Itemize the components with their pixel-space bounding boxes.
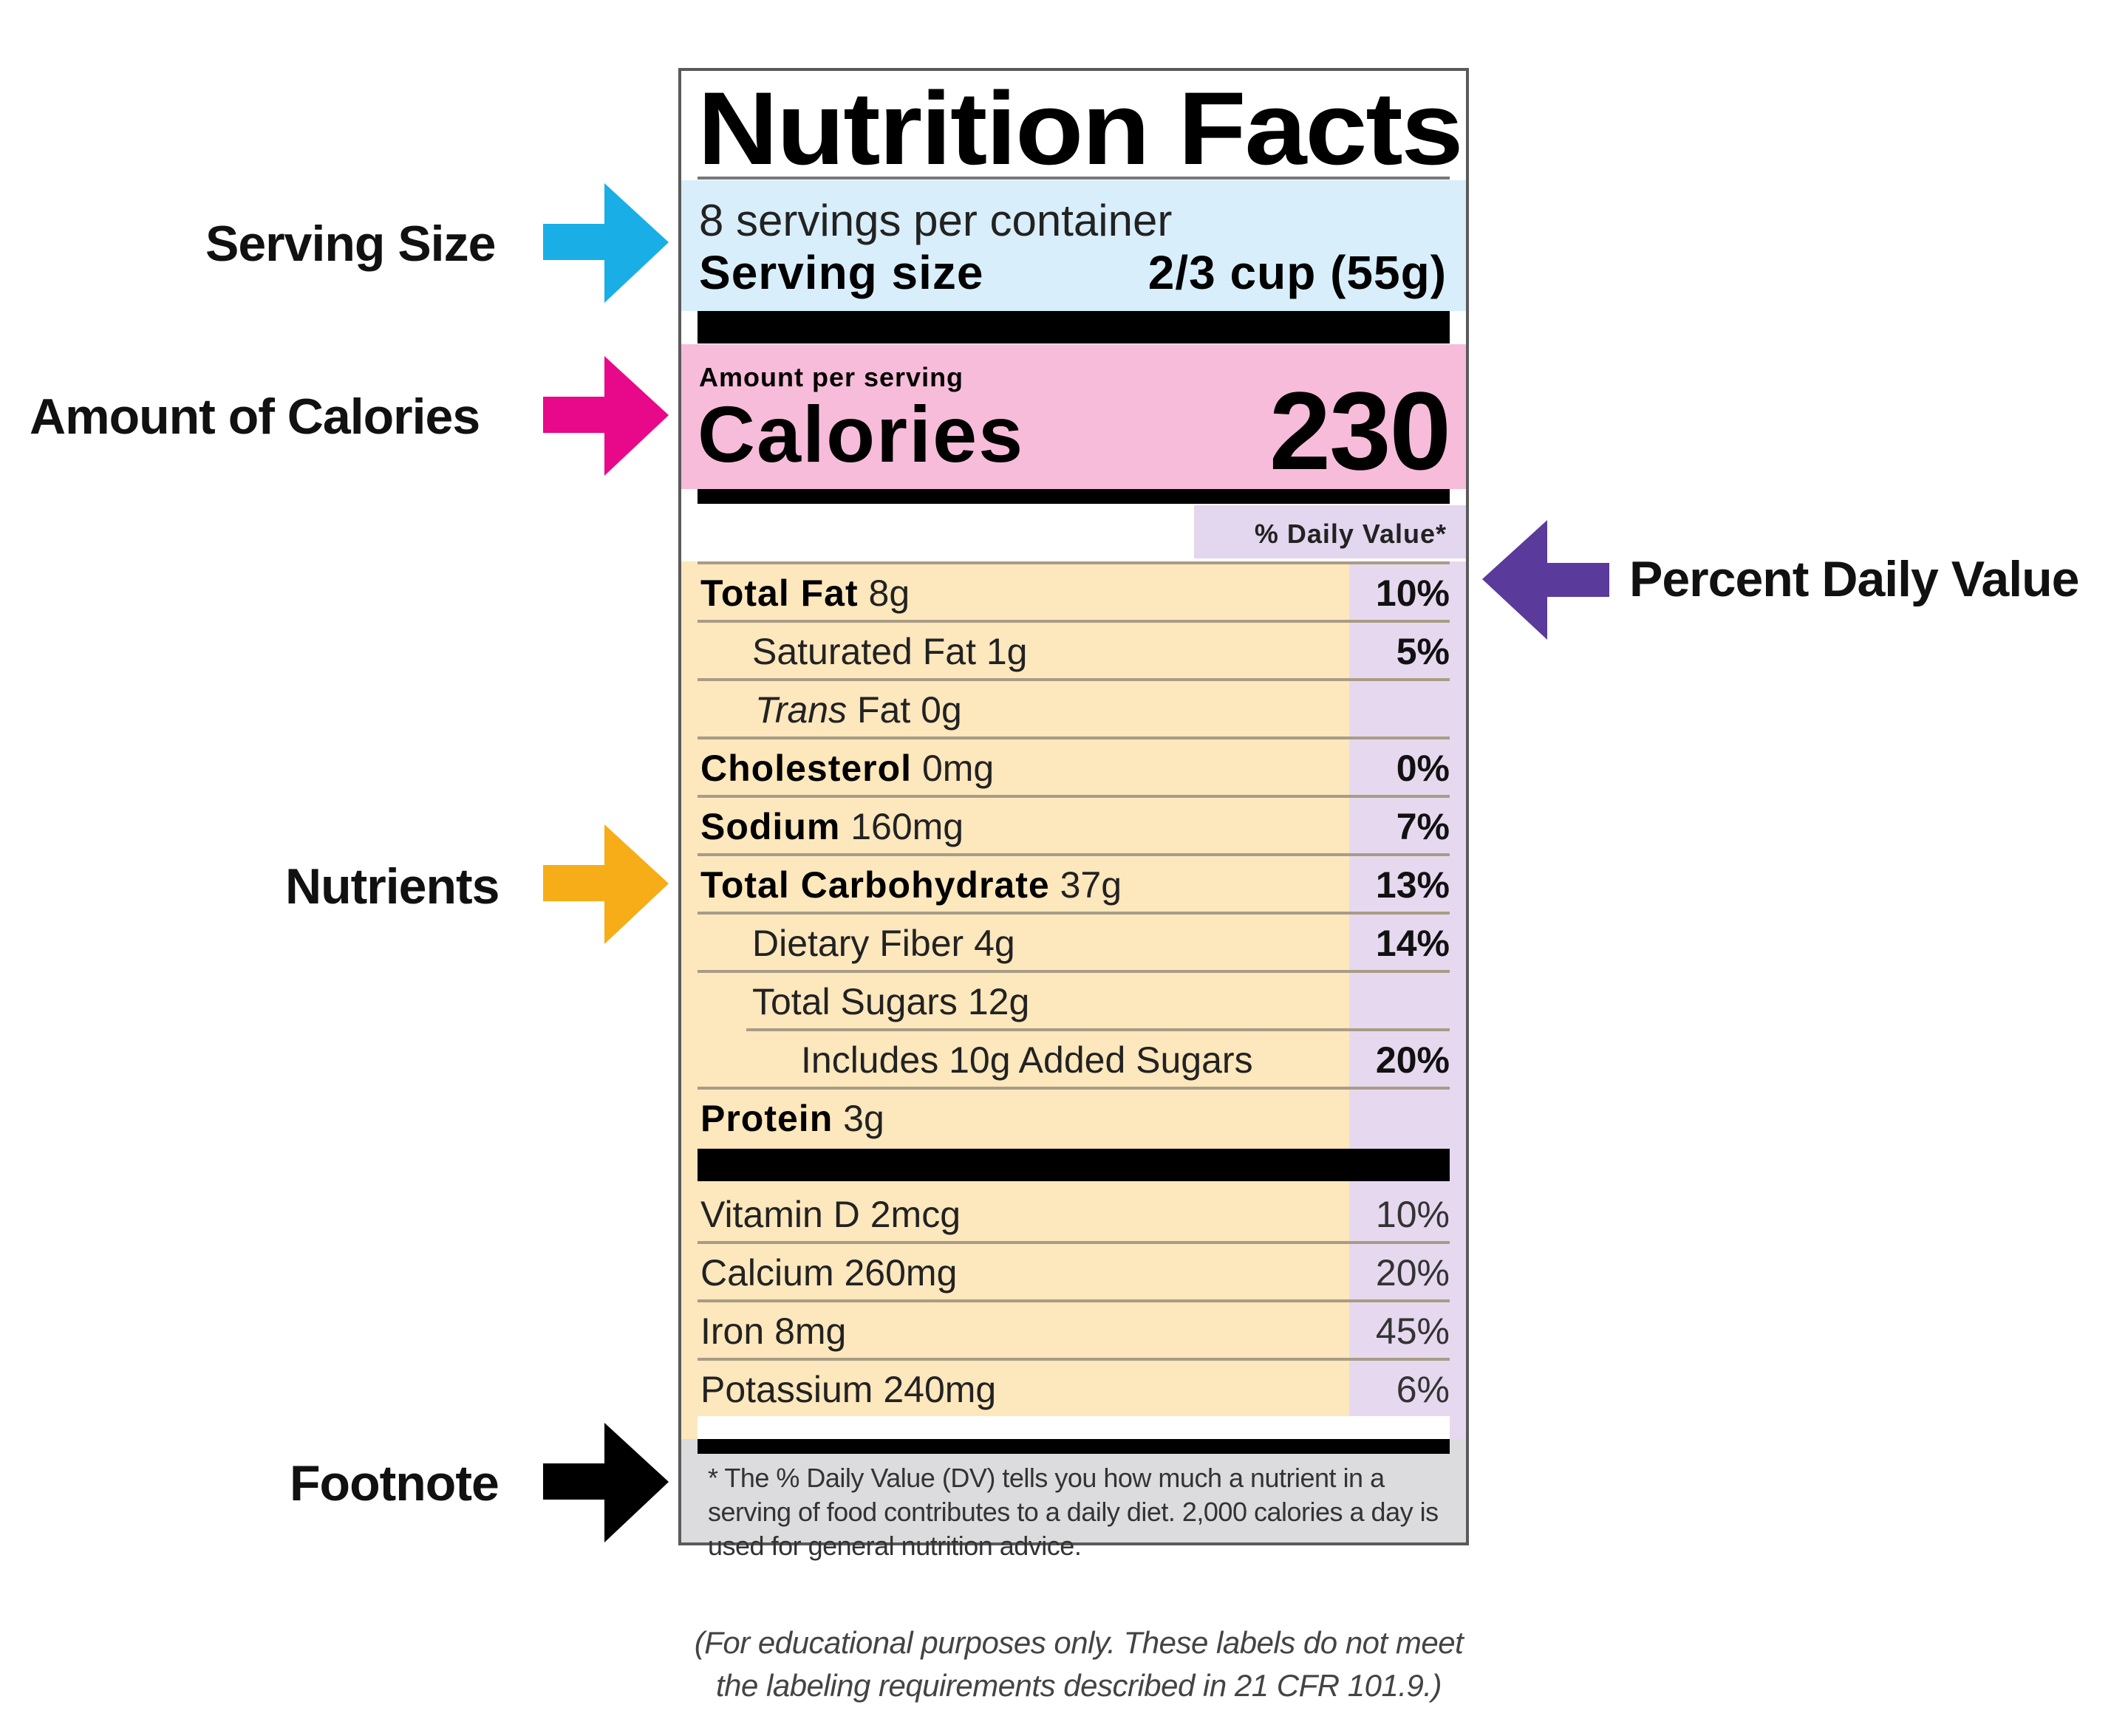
nutrient-dv: 5% (1396, 631, 1450, 672)
vitamin-row-iron: Iron 8mg 45% (681, 1299, 1466, 1358)
serving-size-value: 2/3 cup (55g) (1147, 246, 1447, 299)
nutrient-dv: 7% (1396, 806, 1450, 847)
nutrient-row-total-fat: Total Fat 8g 10% (681, 561, 1466, 620)
arrow-right-icon (543, 183, 669, 303)
vitamin-dv: 20% (1375, 1252, 1450, 1294)
vitamin-row-potassium: Potassium 240mg 6% (681, 1358, 1466, 1416)
nutrition-facts-label: Nutrition Facts 8 servings per container… (678, 68, 1469, 1561)
callout-percent-daily-value: Percent Daily Value (1629, 551, 2079, 607)
serving-size-label: Serving size (699, 246, 984, 299)
callout-serving-size: Serving Size (205, 216, 496, 272)
nutrient-band-edge (681, 561, 698, 1439)
vitamin-row-calcium: Calcium 260mg 20% (681, 1241, 1466, 1299)
calories-section: Amount per serving Calories 230 (681, 344, 1466, 489)
nutrient-row-added-sugars: Includes 10g Added Sugars 20% (681, 1028, 1466, 1087)
servings-per-container: 8 servings per container (699, 196, 1173, 245)
nutrient-row-sodium: Sodium 160mg 7% (681, 795, 1466, 853)
nutrient-dv: 10% (1375, 573, 1450, 614)
vitamin-name: Vitamin D 2mcg (700, 1194, 961, 1235)
arrow-right-icon (543, 1423, 669, 1542)
serving-section: 8 servings per container Serving size 2/… (681, 180, 1466, 311)
nutrient-dv: 20% (1375, 1039, 1450, 1081)
arrow-left-icon (1482, 520, 1609, 640)
thick-divider (698, 311, 1450, 344)
vitamin-name: Iron 8mg (700, 1310, 847, 1352)
vitamin-name: Calcium 260mg (700, 1252, 958, 1294)
dv-header-text: % Daily Value* (1254, 519, 1447, 549)
medium-divider (698, 1439, 1450, 1454)
disclaimer-line-2: the labeling requirements described in 2… (715, 1668, 1442, 1703)
vitamin-divider-wrap (681, 1149, 1466, 1183)
divider (698, 177, 1450, 180)
nutrient-dv: 14% (1375, 923, 1450, 964)
nutrient-name: Trans Fat 0g (755, 689, 962, 731)
nutrient-name: Protein 3g (700, 1098, 884, 1139)
vitamin-dv: 10% (1375, 1194, 1450, 1235)
footnote-section: * The % Daily Value (DV) tells you how m… (681, 1439, 1466, 1561)
nutrient-name: Saturated Fat 1g (752, 631, 1028, 672)
nutrient-row-trans-fat: Trans Fat 0g (681, 678, 1466, 737)
nutrient-name: Includes 10g Added Sugars (801, 1039, 1253, 1081)
nutrient-dv: 13% (1375, 864, 1450, 906)
footnote-text: * The % Daily Value (DV) tells you how m… (708, 1463, 1439, 1561)
callout-amount-of-calories: Amount of Calories (30, 389, 480, 445)
nutrient-dv: 0% (1396, 748, 1450, 789)
nutrient-row-protein: Protein 3g (681, 1087, 1466, 1149)
vitamin-dv: 6% (1396, 1369, 1450, 1410)
nutrient-list: Total Fat 8g 10% Saturated Fat 1g 5% Tra… (681, 561, 1466, 1416)
vitamin-name: Potassium 240mg (700, 1369, 997, 1410)
thick-divider (698, 1149, 1450, 1181)
nutrient-name: Total Sugars 12g (752, 981, 1030, 1022)
callout-nutrients: Nutrients (285, 858, 499, 915)
nutrient-name: Dietary Fiber 4g (752, 923, 1015, 964)
arrow-right-icon (543, 824, 669, 944)
callout-footnote: Footnote (290, 1455, 499, 1511)
calories-label: Calories (698, 389, 1025, 479)
nutrient-row-cholesterol: Cholesterol 0mg 0% (681, 737, 1466, 795)
nutrient-name: Cholesterol 0mg (700, 748, 995, 789)
label-title: Nutrition Facts (698, 70, 1464, 186)
nutrient-row-total-sugars: Total Sugars 12g (681, 970, 1466, 1028)
nutrient-row-saturated-fat: Saturated Fat 1g 5% (681, 620, 1466, 678)
disclaimer-line-1: (For educational purposes only. These la… (694, 1625, 1464, 1660)
nutrient-row-total-carbohydrate: Total Carbohydrate 37g 13% (681, 853, 1466, 912)
nutrient-name: Sodium 160mg (700, 806, 964, 847)
arrow-right-icon (543, 356, 669, 476)
nutrient-name: Total Carbohydrate 37g (700, 864, 1122, 906)
vitamin-row-vitamin-d: Vitamin D 2mcg 10% (681, 1183, 1466, 1241)
calories-value: 230 (1269, 369, 1451, 493)
dv-header: % Daily Value* (1194, 505, 1466, 558)
serving-size-row: Serving size 2/3 cup (55g) (699, 245, 1447, 300)
vitamin-dv: 45% (1375, 1310, 1450, 1352)
disclaimer: (For educational purposes only. These la… (606, 1621, 1552, 1707)
medium-divider (698, 489, 1450, 504)
amount-per-serving: Amount per serving (699, 362, 964, 392)
nutrient-row-dietary-fiber: Dietary Fiber 4g 14% (681, 912, 1466, 970)
nutrient-name: Total Fat 8g (700, 573, 910, 614)
